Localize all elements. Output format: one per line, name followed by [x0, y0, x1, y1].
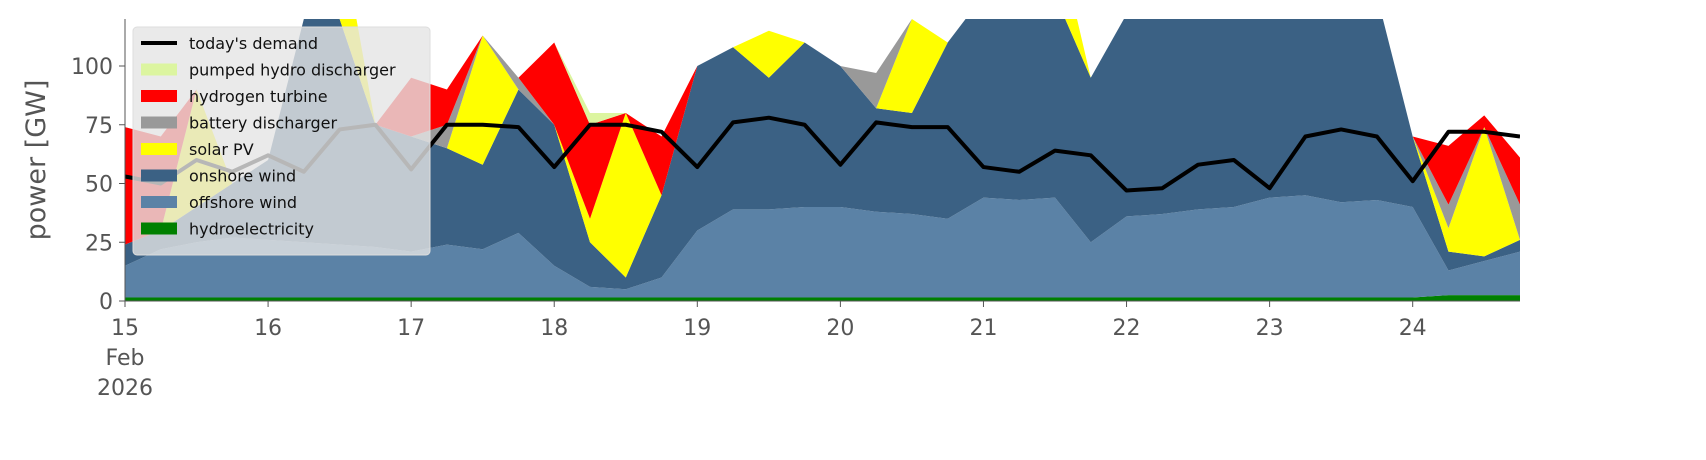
- legend-label: pumped hydro discharger: [189, 61, 396, 80]
- legend-label: battery discharger: [189, 114, 337, 133]
- legend-swatch: [141, 63, 177, 76]
- legend-label: offshore wind: [189, 193, 297, 212]
- legend-swatch: [141, 222, 177, 235]
- legend-swatch: [141, 90, 177, 102]
- x-tick-label: 24: [1399, 316, 1427, 341]
- legend: today's demand pumped hydro discharger hyd…: [132, 26, 431, 256]
- legend-label: today's demand: [189, 34, 318, 53]
- y-tick-label: 75: [85, 114, 113, 139]
- legend-swatch: [141, 143, 177, 155]
- x-tick-label: 23: [1256, 316, 1284, 341]
- area: [125, 195, 1520, 298]
- y-tick-label: 25: [85, 231, 113, 256]
- x-tick-label: 20: [826, 316, 854, 341]
- y-tick-label: 0: [99, 290, 113, 315]
- area: [125, 19, 1520, 290]
- legend-swatch: [141, 169, 177, 182]
- y-tick-label: 100: [71, 55, 113, 80]
- x-tick-label: 18: [540, 316, 568, 341]
- area: [125, 19, 1520, 278]
- legend-box: [132, 26, 431, 256]
- legend-swatch: [141, 196, 177, 208]
- legend-label: hydrogen turbine: [189, 87, 328, 106]
- x-tick-label: 19: [683, 316, 711, 341]
- axes: 0 25 50 75 100 15 Feb 2026 16 17 18 19 20 21 22 23 24: [71, 19, 1520, 401]
- legend-swatch: [141, 116, 177, 129]
- y-tick-label: 50: [85, 173, 113, 198]
- x-tick-label: 15 Feb 2026: [97, 316, 153, 401]
- x-tick-label: 17: [397, 316, 425, 341]
- legend-label: hydroelectricity: [189, 220, 314, 239]
- legend-label: onshore wind: [189, 167, 296, 186]
- legend-label: solar PV: [189, 140, 254, 159]
- x-tick-label: 22: [1113, 316, 1141, 341]
- area: [125, 295, 1520, 301]
- x-tick-label: 21: [969, 316, 997, 341]
- y-axis-label: power [GW]: [21, 80, 52, 241]
- x-tick-label: 16: [254, 316, 282, 341]
